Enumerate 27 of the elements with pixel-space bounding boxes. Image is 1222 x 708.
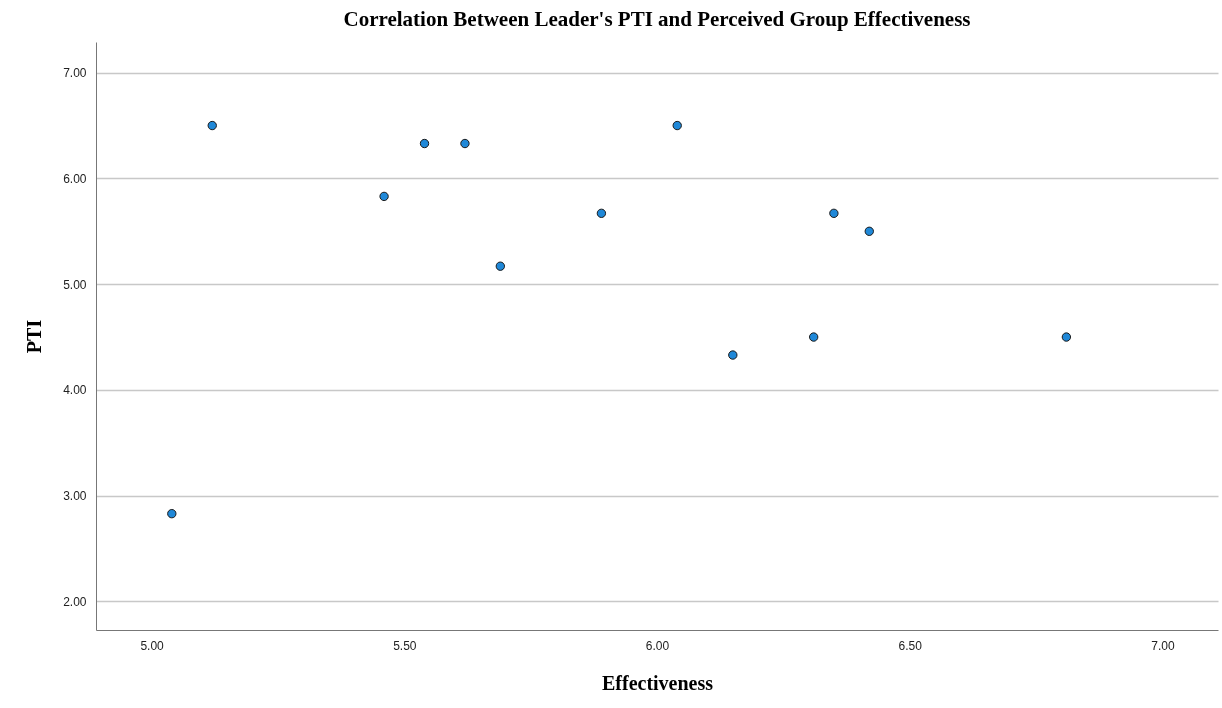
y-tick-label: 4.00 xyxy=(63,383,87,398)
point xyxy=(728,350,738,360)
point xyxy=(460,138,470,149)
point xyxy=(829,208,839,218)
y-axis-title: PTI xyxy=(23,319,46,354)
point xyxy=(672,120,682,131)
x-tick-label: 7.00 xyxy=(1151,638,1175,653)
x-tick-label: 6.00 xyxy=(645,638,670,653)
y-tick-label: 2.00 xyxy=(63,594,87,609)
x-tick-label: 5.50 xyxy=(393,638,417,653)
y-tick-label: 7.00 xyxy=(63,66,87,81)
x-axis-title: Effectiveness xyxy=(601,671,714,694)
y-tick-label: 3.00 xyxy=(63,489,87,504)
point xyxy=(495,261,506,271)
x-tick-label: 5.00 xyxy=(140,638,165,653)
point xyxy=(167,508,177,519)
point xyxy=(864,226,874,236)
point xyxy=(379,191,389,202)
point xyxy=(808,332,819,342)
x-tick-label: 6.50 xyxy=(898,638,923,653)
point xyxy=(207,120,217,131)
point xyxy=(419,138,430,149)
point xyxy=(1061,332,1072,342)
y-tick-label: 6.00 xyxy=(63,171,87,186)
chart-title: Correlation Between Leader's PTI and Perceived Group Effectiveness xyxy=(343,7,971,31)
point xyxy=(596,208,607,218)
y-tick-label: 5.00 xyxy=(63,277,87,292)
